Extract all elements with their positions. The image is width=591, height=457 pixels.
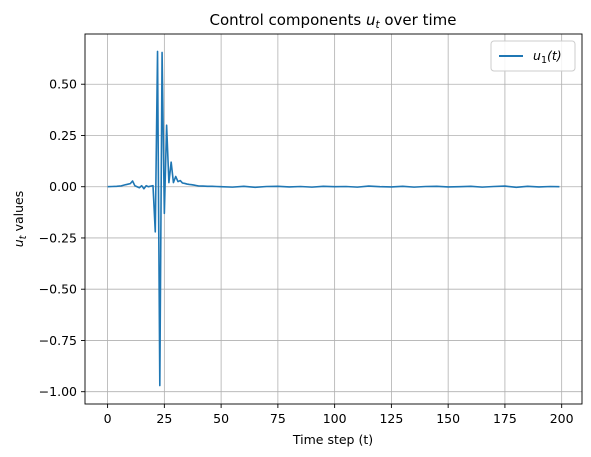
y-tick-label: 0.00: [49, 179, 77, 194]
title-prefix: Control components: [210, 11, 366, 29]
legend-label: u1(t): [533, 48, 562, 66]
x-axis-ticks: 0 25 50 75 100 125 150 175 200: [104, 404, 574, 426]
series-layer: [107, 50, 560, 387]
legend-suffix: (t): [547, 48, 562, 63]
x-tick-label: 25: [156, 411, 172, 426]
y-tick-label: −0.25: [39, 230, 77, 245]
y-axis-ticks: 0.50 0.25 0.00 −0.25 −0.50 −0.75 −1.00: [39, 77, 85, 399]
x-tick-label: 50: [213, 411, 229, 426]
chart-title: Control components ut over time: [210, 11, 457, 31]
y-tick-label: 0.25: [49, 128, 77, 143]
y-tick-label: 0.50: [49, 77, 77, 92]
plot-frame: [84, 33, 583, 405]
title-var: u: [366, 11, 376, 29]
y-tick-label: −0.50: [39, 282, 77, 297]
x-tick-label: 175: [493, 411, 517, 426]
title-sub: t: [375, 19, 380, 31]
legend-var: u: [533, 48, 541, 63]
ylabel-var: u: [11, 239, 26, 247]
y-tick-label: −1.00: [39, 384, 77, 399]
x-tick-label: 100: [323, 411, 347, 426]
x-tick-label: 0: [104, 411, 112, 426]
ylabel-sub: t: [18, 234, 29, 239]
y-axis-label: ut values: [11, 191, 29, 248]
series-line-u1: [107, 50, 560, 387]
x-tick-label: 125: [379, 411, 403, 426]
legend-box: [490, 40, 576, 72]
x-tick-label: 200: [550, 411, 574, 426]
legend: u1(t): [490, 40, 576, 72]
x-axis-label: Time step (t): [292, 432, 373, 447]
x-tick-label: 150: [436, 411, 460, 426]
x-tick-label: 75: [270, 411, 286, 426]
y-tick-label: −0.75: [39, 333, 77, 348]
legend-sub: 1: [541, 55, 547, 66]
ylabel-suffix: values: [11, 191, 26, 236]
title-suffix: over time: [380, 11, 457, 29]
plot-area: [85, 34, 582, 404]
